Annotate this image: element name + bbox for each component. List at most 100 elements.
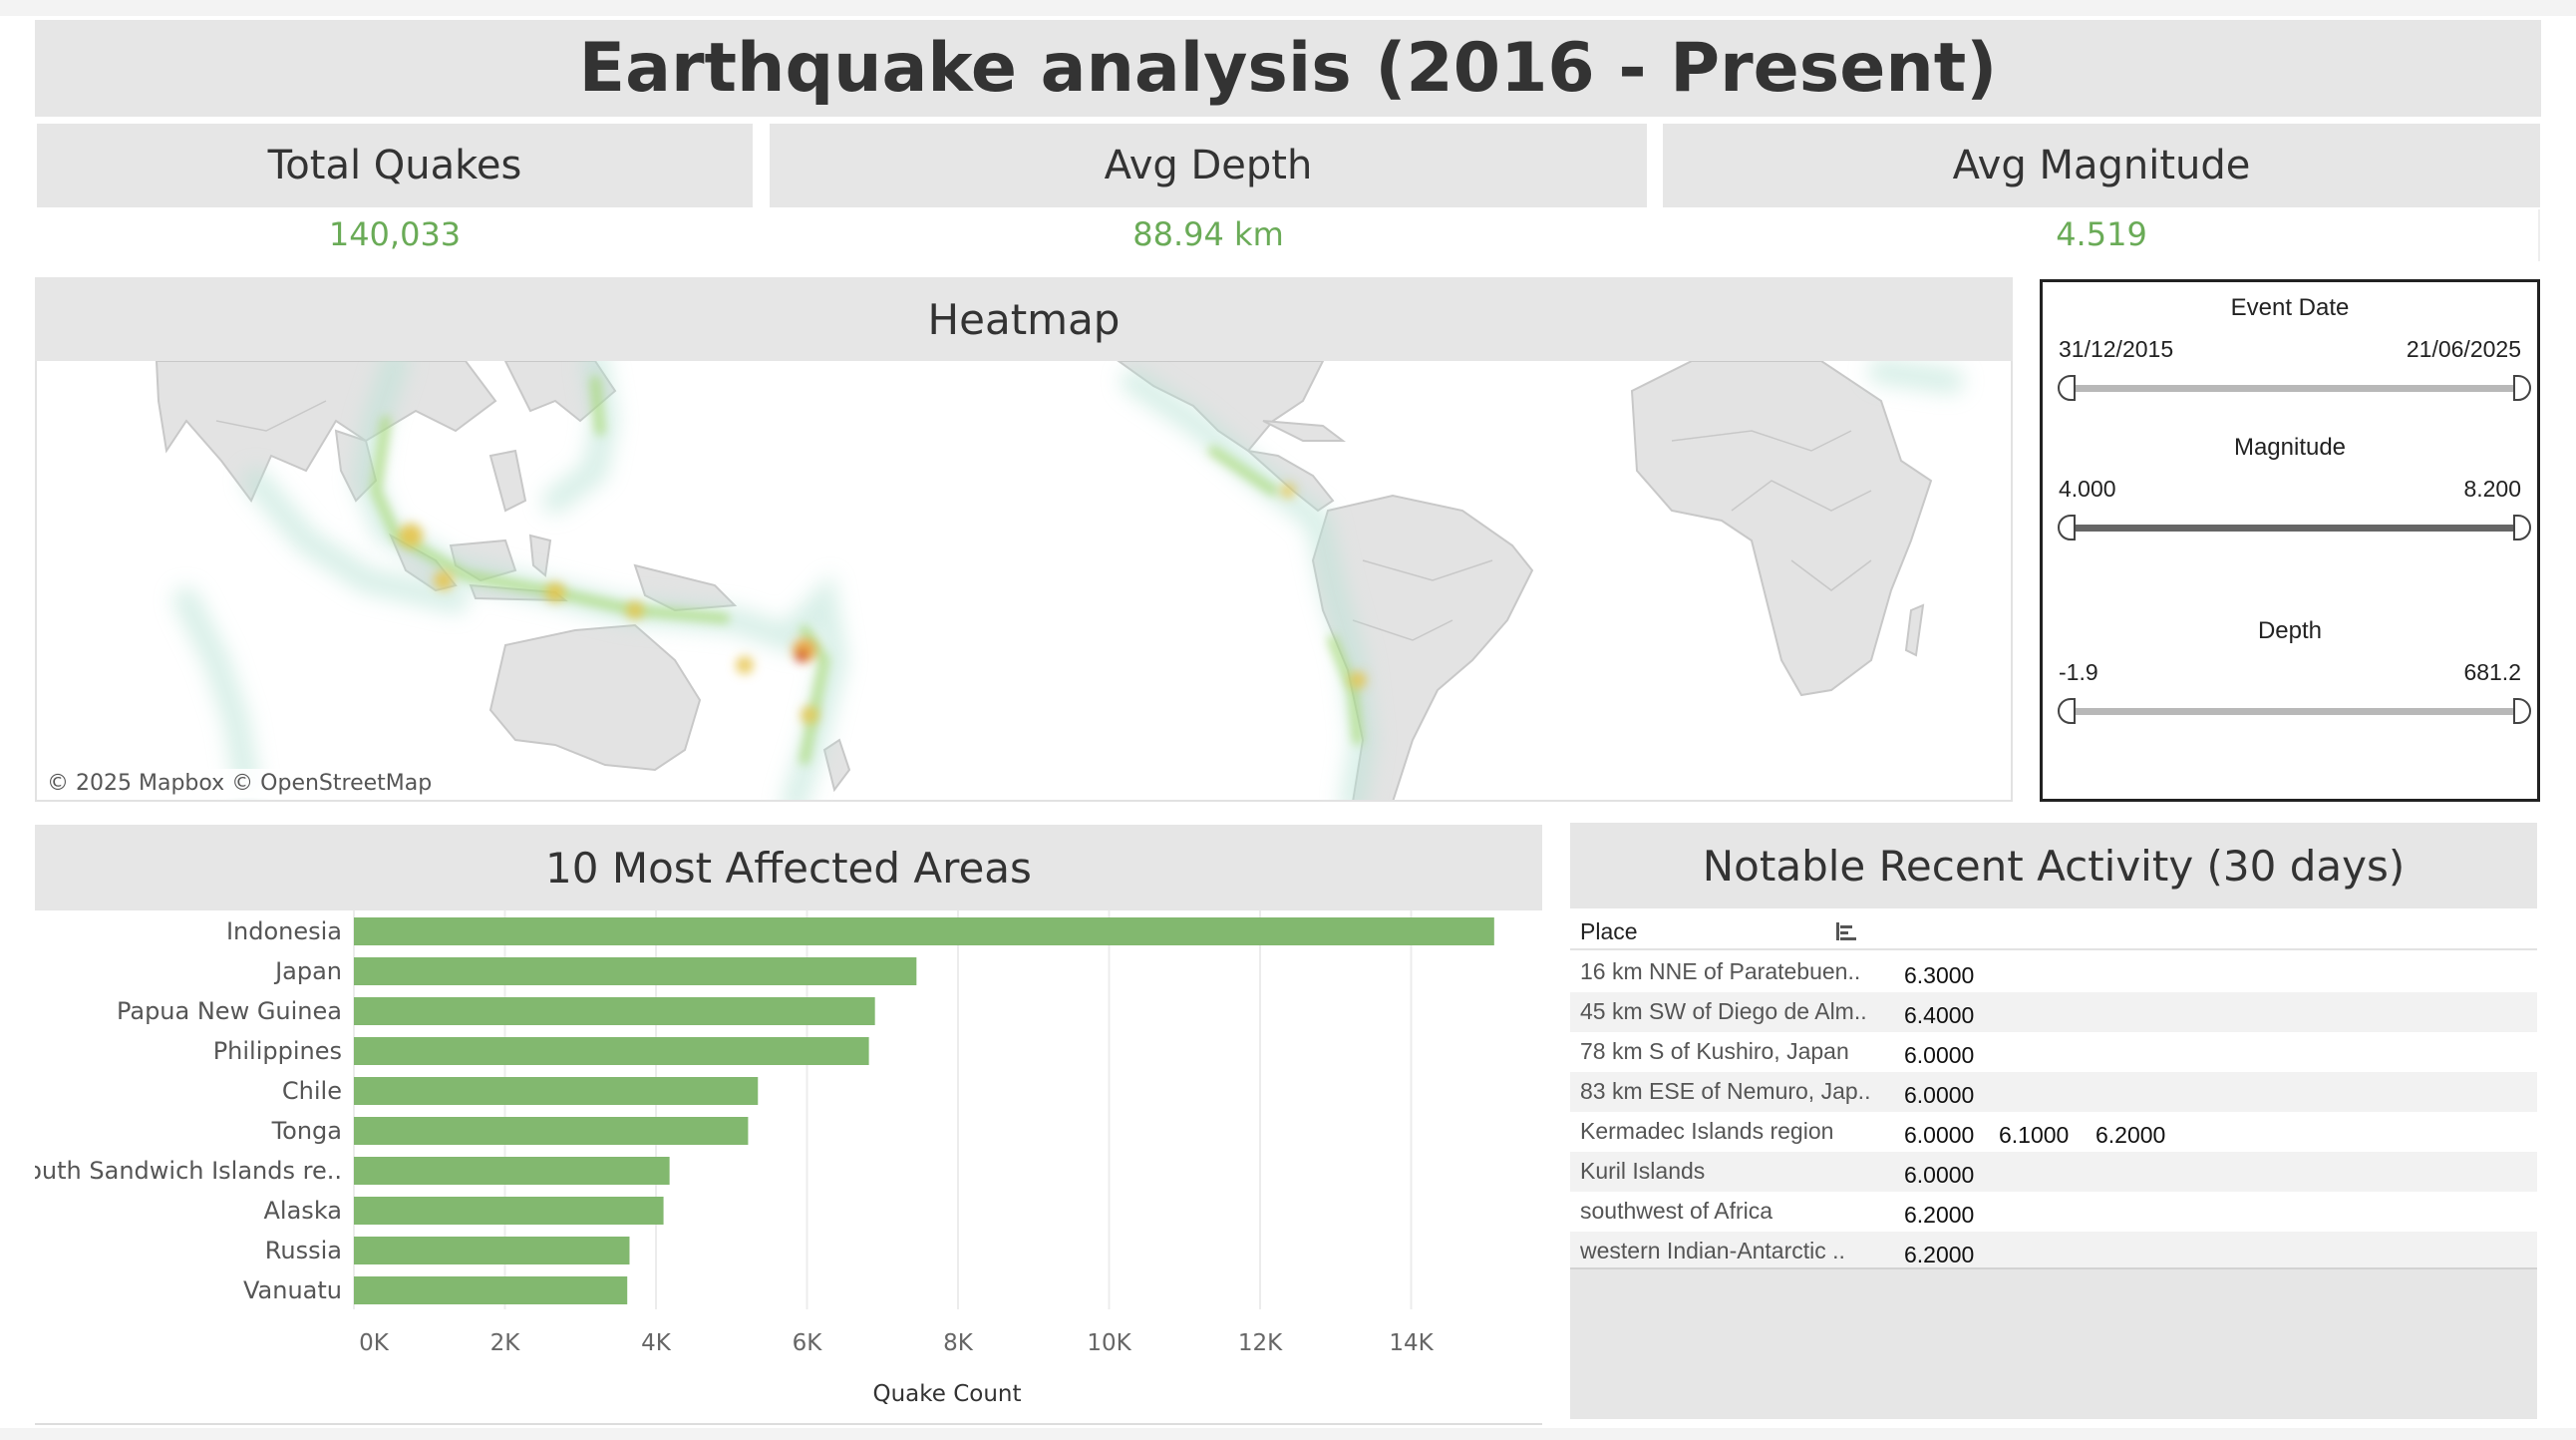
event-date-max-handle[interactable] <box>2513 375 2531 401</box>
place-cell: 45 km SW of Diego de Alm.. <box>1580 998 1867 1024</box>
magnitude-slider-track[interactable] <box>2070 525 2516 532</box>
country-borders <box>215 400 1872 641</box>
table-row[interactable]: western Indian-Antarctic .. 6.2000 <box>1570 1232 2537 1271</box>
filter-panel: Event Date 31/12/2015 21/06/2025 Magnitu… <box>2040 279 2540 802</box>
table-row[interactable]: Kermadec Islands region 6.0000 6.1000 6.200… <box>1570 1112 2537 1152</box>
place-cell: 83 km ESE of Nemuro, Jap.. <box>1580 1078 1871 1104</box>
table-row[interactable]: southwest of Africa 6.2000 <box>1570 1192 2537 1232</box>
magnitude-cell: 6.1000 <box>1999 1122 2070 1148</box>
kpi-value-total-quakes: 140,033 <box>328 215 462 253</box>
category-label: Indonesia <box>226 917 342 945</box>
bar <box>354 1276 628 1304</box>
category-label: Philippines <box>213 1037 342 1065</box>
heat-hotspots <box>399 483 1367 724</box>
sort-icon[interactable] <box>1835 920 1857 942</box>
category-label: South Sandwich Islands re.. <box>35 1157 342 1185</box>
tick-label: 4K <box>641 1330 672 1356</box>
tick-label: 6K <box>793 1330 823 1356</box>
event-date-min[interactable]: 31/12/2015 <box>2059 336 2174 362</box>
magnitude-cell: 6.2000 <box>2095 1122 2166 1148</box>
bar <box>354 1197 664 1225</box>
heatmap-map[interactable]: © 2025 Mapbox © OpenStreetMap <box>35 361 2013 802</box>
tick-label: 0K <box>359 1330 390 1356</box>
event-date-max[interactable]: 21/06/2025 <box>2406 336 2521 362</box>
magnitude-cell: 6.0000 <box>1904 1082 1975 1108</box>
bar-chart-title: 10 Most Affected Areas <box>545 843 1032 893</box>
kpi-value-avg-magnitude: 4.519 <box>2056 215 2147 253</box>
header-divider <box>1570 948 2537 950</box>
place-cell: southwest of Africa <box>1580 1198 1773 1224</box>
bar <box>354 1117 749 1145</box>
table-row[interactable]: 16 km NNE of Paratebuen.. 6.3000 <box>1570 952 2537 992</box>
category-label: Japan <box>273 957 342 985</box>
recent-activity-table: Place 16 km NNE of Paratebuen.. 6.3000 45 … <box>1570 908 2537 1419</box>
top-divider <box>0 0 2576 16</box>
kpi-label: Avg Depth <box>1104 143 1313 188</box>
world-map-heatmap <box>155 361 1964 800</box>
table-row[interactable]: Kuril Islands 6.0000 <box>1570 1152 2537 1192</box>
depth-min-handle[interactable] <box>2058 698 2076 724</box>
magnitude-min-handle[interactable] <box>2058 515 2076 540</box>
table-row[interactable]: 78 km S of Kushiro, Japan 6.0000 <box>1570 1032 2537 1072</box>
bar <box>354 957 917 985</box>
tick-label: 12K <box>1238 1330 1283 1356</box>
bar-chart-header: 10 Most Affected Areas <box>35 825 1542 910</box>
magnitude-cell: 6.2000 <box>1904 1242 1975 1267</box>
depth-max[interactable]: 681.2 <box>2463 659 2521 685</box>
category-label: Chile <box>282 1077 342 1105</box>
magnitude-cell: 6.4000 <box>1904 1002 1975 1028</box>
bar <box>354 1037 869 1065</box>
category-label: Papua New Guinea <box>117 997 342 1025</box>
depth-slider-track[interactable] <box>2070 708 2516 715</box>
tick-label: 2K <box>490 1330 521 1356</box>
depth-min[interactable]: -1.9 <box>2059 659 2098 685</box>
filter-title-event-date: Event Date <box>2230 294 2350 321</box>
magnitude-cell: 6.0000 <box>1904 1122 1975 1148</box>
map-attribution[interactable]: © 2025 Mapbox © OpenStreetMap <box>43 769 437 798</box>
category-label: Vanuatu <box>243 1276 342 1304</box>
table-row[interactable]: 45 km SW of Diego de Alm.. 6.4000 <box>1570 992 2537 1032</box>
kpi-label: Avg Magnitude <box>1952 143 2251 188</box>
heatmap-header: Heatmap <box>35 277 2013 361</box>
magnitude-max-handle[interactable] <box>2513 515 2531 540</box>
table-row[interactable]: 83 km ESE of Nemuro, Jap.. 6.0000 <box>1570 1072 2537 1112</box>
magnitude-cell: 6.0000 <box>1904 1042 1975 1068</box>
tick-label: 14K <box>1389 1330 1434 1356</box>
bar <box>354 917 1494 945</box>
kpi-divider <box>2538 209 2540 261</box>
kpi-value-avg-depth: 88.94 km <box>1132 215 1284 253</box>
kpi-label: Total Quakes <box>267 143 522 188</box>
kpi-header-avg-magnitude: Avg Magnitude <box>1663 124 2540 207</box>
event-date-min-handle[interactable] <box>2058 375 2076 401</box>
depth-max-handle[interactable] <box>2513 698 2531 724</box>
filter-title-magnitude: Magnitude <box>2233 434 2347 461</box>
heatmap-title: Heatmap <box>927 294 1121 344</box>
category-label: Alaska <box>264 1197 342 1225</box>
kpi-header-total-quakes: Total Quakes <box>37 124 753 207</box>
dashboard-title-bar: Earthquake analysis (2016 - Present) <box>35 20 2541 117</box>
column-header-place[interactable]: Place <box>1580 918 1638 944</box>
bar <box>354 1237 630 1264</box>
bar <box>354 997 875 1025</box>
magnitude-min[interactable]: 4.000 <box>2059 476 2116 502</box>
magnitude-cell: 6.3000 <box>1904 962 1975 988</box>
place-cell: 16 km NNE of Paratebuen.. <box>1580 958 1861 984</box>
kpi-header-avg-depth: Avg Depth <box>770 124 1647 207</box>
recent-activity-title: Notable Recent Activity (30 days) <box>1702 841 2406 891</box>
filter-title-depth: Depth <box>2257 617 2323 644</box>
tick-label: 10K <box>1087 1330 1131 1356</box>
bottom-divider <box>0 1428 2576 1440</box>
place-cell: western Indian-Antarctic .. <box>1580 1238 1845 1263</box>
recent-activity-header: Notable Recent Activity (30 days) <box>1570 823 2537 908</box>
bar-chart-area: Indonesia Japan Papua New Guinea Philippine… <box>12 910 1542 1419</box>
x-axis-title: Quake Count <box>872 1381 1021 1407</box>
event-date-slider-track[interactable] <box>2070 385 2516 392</box>
magnitude-cell: 6.0000 <box>1904 1162 1975 1188</box>
dashboard-title: Earthquake analysis (2016 - Present) <box>578 29 1998 108</box>
land-masses <box>155 361 1933 800</box>
magnitude-cell: 6.2000 <box>1904 1202 1975 1228</box>
chart-bottom-divider <box>35 1423 1542 1425</box>
bar-chart: Indonesia Japan Papua New Guinea Philippine… <box>12 910 1494 1407</box>
magnitude-max[interactable]: 8.200 <box>2463 476 2521 502</box>
place-cell: Kuril Islands <box>1580 1158 1706 1184</box>
